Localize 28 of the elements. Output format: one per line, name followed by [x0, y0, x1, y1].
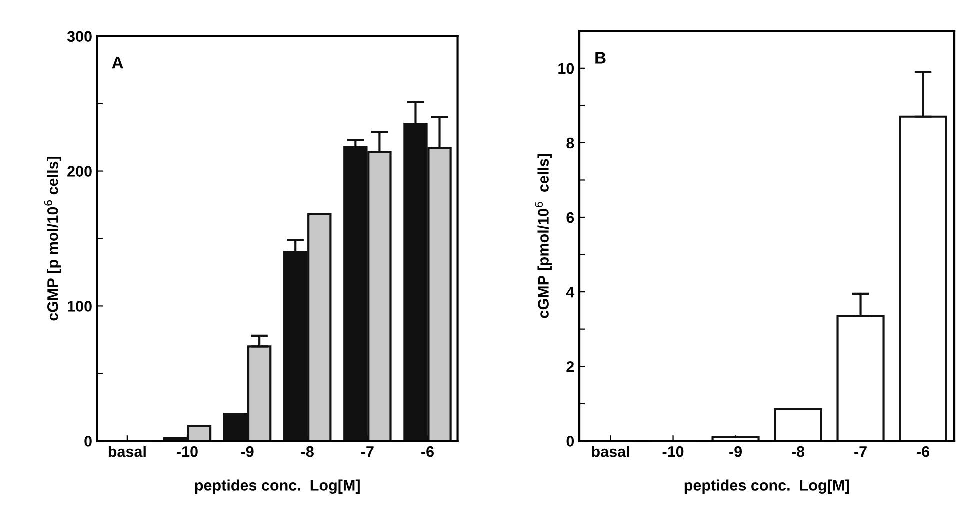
x-axis-title: peptides conc. Log[M] [684, 480, 850, 494]
x-tick-label: -10 [662, 446, 684, 458]
y-tick-label: 300 [67, 31, 92, 42]
y-tick-label: 0 [566, 436, 574, 447]
x-tick-label: -10 [177, 446, 198, 458]
y-tick-label: 8 [566, 138, 574, 149]
y-tick-label: 6 [566, 212, 574, 224]
x-tick-label: basal [592, 446, 630, 458]
y-tick-label: 100 [68, 301, 92, 312]
x-tick-label: -8 [792, 446, 805, 458]
x-tick-label: basal [108, 446, 146, 458]
x-tick-label: -7 [361, 446, 374, 458]
text: A [112, 57, 124, 69]
x-tick-label: -7 [854, 446, 867, 458]
x-axis-title: peptides conc. Log[M] [195, 480, 360, 494]
y-tick-label: 10 [558, 63, 574, 74]
y-axis-title: cGMP [p mol/10$^{6}$ cells] [44, 156, 62, 321]
y-tick-label: 4 [566, 287, 575, 298]
x-tick-label: -8 [301, 446, 314, 458]
text: B [596, 52, 606, 64]
y-tick-label: 200 [68, 166, 92, 177]
y-tick-label: 0 [84, 436, 92, 447]
x-tick-label: -6 [422, 446, 434, 458]
x-tick-label: -9 [241, 446, 254, 458]
x-tick-label: -6 [917, 446, 930, 458]
x-tick-label: -9 [730, 446, 742, 458]
y-tick-label: 2 [566, 361, 574, 372]
y-axis-title: cGMP [pmol/10$^{6}$ cells] [535, 154, 552, 318]
